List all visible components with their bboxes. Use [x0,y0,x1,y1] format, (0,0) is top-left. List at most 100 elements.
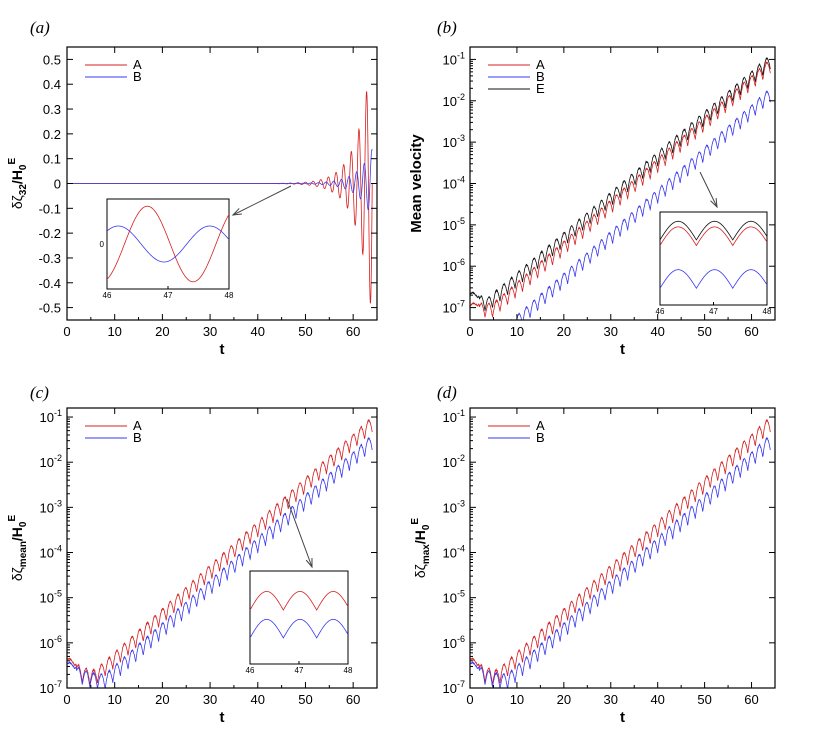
inset-arrow-head [305,557,313,569]
inset-arrow [232,185,292,216]
series-line-E [470,57,771,311]
y-tick-label: 10-1 [443,408,465,425]
inset-x-tick-label: 46 [103,291,112,300]
legend-label-B: B [133,69,142,84]
y-axis-label: δζmean/H0E [7,515,29,582]
y-tick-label: 10-5 [443,589,465,606]
y-tick-label: 10-3 [443,133,465,150]
x-tick-label: 50 [298,692,312,707]
series-line-A [470,61,771,318]
panel-label: (d) [437,383,457,402]
y-tick-label: 10-5 [443,216,465,233]
y-tick-label: 10-4 [443,544,465,561]
series-line-B [471,90,771,320]
x-axis-label: t [620,341,625,358]
panel-b: 0 10 20 30 40 50 60 10-1 10-2 10-3 10-4 10-5 10-6 10-… [408,18,776,358]
x-tick-label: 10 [107,692,121,707]
y-tick-label: 0 [54,177,61,192]
x-tick-label: 60 [346,692,360,707]
x-tick-label: 50 [697,324,711,339]
legend-label-B: B [536,430,545,445]
x-tick-label: 60 [346,324,360,339]
inset-series-A [660,226,767,247]
x-tick-label: 40 [251,692,265,707]
y-tick-label: 10-6 [443,634,465,651]
inset-series-B [660,269,767,290]
series-line-B [470,437,771,688]
legend: AB [85,418,142,445]
x-axis-label: t [220,709,225,726]
y-axis-label: δζ32/H0E [7,158,29,210]
x-tick-label: 20 [557,692,571,707]
legend-label-B: B [536,69,545,84]
y-tick-label: -0.1 [39,201,61,216]
y-tick-label: -0.3 [39,251,61,266]
inset-x-tick-label: 46 [246,666,255,675]
y-tick-label: -0.5 [39,301,61,316]
series-group [67,419,373,688]
x-tick-label: 20 [155,692,169,707]
inset-series [250,591,348,639]
y-tick-label: -0.2 [39,226,61,241]
x-tick-label: 0 [466,692,473,707]
panel-label: (b) [437,18,457,37]
y-tick-label: -0.4 [39,276,61,291]
series-group [470,57,771,320]
inset-arrow-head [231,208,242,216]
plot-frame [469,407,776,689]
y-tick-label: 10-5 [40,589,62,606]
panel-d: 0 10 20 30 40 50 60 10-1 10-2 10-3 10-4 10-5 10-6 10-… [410,383,776,726]
series-line-A [470,419,771,686]
x-tick-label: 20 [557,324,571,339]
y-tick-label: 0.3 [43,102,61,117]
y-axis-label: δζmax/H0E [410,518,432,579]
legend-label-A: A [536,418,545,433]
legend-label-B: B [133,430,142,445]
x-tick-label: 50 [298,324,312,339]
y-tick-label: 10-3 [443,498,465,515]
x-tick-label: 10 [510,324,524,339]
y-tick-label: 10-2 [443,92,465,109]
x-tick-label: 50 [697,692,711,707]
x-tick-label: 20 [155,324,169,339]
inset: 46 47 48 [656,171,772,316]
x-tick-label: 40 [251,324,265,339]
inset-frame [106,198,230,290]
x-tick-label: 0 [466,324,473,339]
y-tick-label: 10-7 [443,299,465,316]
inset-arrow-head [710,197,718,209]
y-tick-label: 10-4 [40,544,62,561]
inset-series-E [660,220,767,241]
x-tick-label: 30 [604,692,618,707]
y-tick-label: 0.2 [43,127,61,142]
y-tick-label: 10-2 [40,453,62,470]
x-tick-label: 30 [203,324,217,339]
y-tick-label: 10-2 [443,453,465,470]
x-tick-label: 30 [203,692,217,707]
series-line-B [67,437,373,688]
inset-x-tick-label: 47 [295,666,304,675]
series-line-B [67,148,373,211]
y-tick-label: 10-1 [40,408,62,425]
inset-x-tick-label: 47 [709,307,718,316]
legend-label-A: A [133,418,142,433]
inset-series [660,220,767,290]
inset-series-B [107,225,229,263]
x-axis-label: t [220,341,225,358]
panel-a: 0 10 20 30 40 50 60 0.5 0.4 0.3 0.2 0.1 0 -0.1 -0.2 -0.… [7,18,378,358]
y-tick-label: 10-1 [443,50,465,67]
inset-x-tick-label: 47 [164,291,173,300]
panel-label: (c) [30,383,49,402]
x-tick-label: 10 [107,324,121,339]
legend: ABE [488,57,545,96]
inset-series-B [250,618,348,639]
inset-frame [249,570,349,665]
y-tick-label: 10-7 [40,679,62,696]
inset-arrow [699,171,718,208]
x-tick-label: 0 [63,692,70,707]
y-tick-label: 0.5 [43,52,61,67]
inset: 46 47 48 0 [100,185,292,300]
x-axis-label: t [620,709,625,726]
y-tick-label: 10-6 [40,634,62,651]
legend: AB [488,418,545,445]
